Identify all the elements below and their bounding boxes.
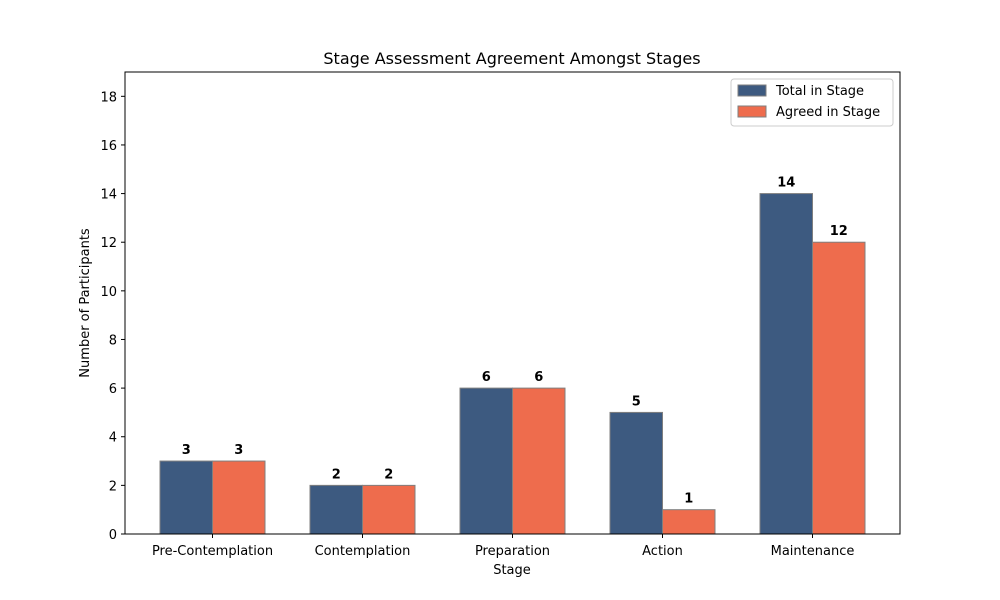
x-tick-label-4: Maintenance (771, 544, 855, 559)
legend-box (730, 78, 894, 127)
chart-title: Stage Assessment Agreement Amongst Stage… (323, 49, 700, 68)
y-tick-label-4: 8 (109, 333, 117, 348)
y-tick-label-6: 12 (100, 236, 117, 251)
legend: Total in Stage Agreed in Stage (730, 78, 894, 127)
data-label-agreed-2: 6 (534, 370, 543, 385)
data-labels-layer: 3 3 2 2 6 6 5 1 14 12 (182, 176, 848, 507)
x-tick-label-0: Pre-Contemplation (152, 544, 273, 559)
data-label-total-2: 6 (482, 370, 491, 385)
bar-agreed-2 (512, 387, 566, 535)
bar-total-2 (459, 387, 513, 535)
y-tick-label-0: 0 (109, 528, 117, 543)
bar-total-0 (159, 460, 213, 535)
legend-label-total: Total in Stage (775, 84, 864, 99)
bar-agreed-3 (662, 509, 716, 535)
data-label-total-0: 3 (182, 443, 191, 458)
bar-total-3 (609, 411, 663, 535)
x-axis: Pre-Contemplation Contemplation Preparatio… (152, 534, 854, 559)
y-tick-label-7: 14 (100, 188, 117, 203)
data-label-agreed-0: 3 (234, 443, 243, 458)
y-axis-label: Number of Participants (78, 228, 93, 378)
y-tick-label-9: 18 (100, 90, 117, 105)
data-label-total-3: 5 (632, 394, 641, 409)
bar-total-1 (309, 484, 363, 535)
x-tick-label-3: Action (642, 544, 683, 559)
legend-swatch-agreed (737, 105, 767, 118)
x-tick-label-2: Preparation (475, 544, 550, 559)
bar-agreed-0 (212, 460, 266, 535)
bar-agreed-4 (812, 241, 866, 535)
y-tick-label-5: 10 (100, 285, 117, 300)
data-label-agreed-4: 12 (830, 224, 848, 239)
x-tick-label-1: Contemplation (315, 544, 411, 559)
x-axis-label: Stage (493, 563, 531, 578)
y-tick-label-2: 4 (109, 431, 117, 446)
y-axis: 0 2 4 6 8 10 12 14 16 18 (100, 90, 125, 543)
data-label-agreed-1: 2 (384, 467, 393, 482)
y-tick-label-3: 6 (109, 382, 117, 397)
data-label-agreed-3: 1 (684, 492, 693, 507)
y-tick-label-1: 2 (109, 479, 117, 494)
data-label-total-4: 14 (777, 176, 795, 191)
bar-agreed-1 (362, 484, 416, 535)
legend-label-agreed: Agreed in Stage (776, 105, 880, 120)
data-label-total-1: 2 (332, 467, 341, 482)
y-tick-label-8: 16 (100, 139, 117, 154)
bars-layer (159, 193, 866, 535)
bar-total-4 (759, 193, 813, 535)
legend-swatch-total (737, 84, 767, 97)
